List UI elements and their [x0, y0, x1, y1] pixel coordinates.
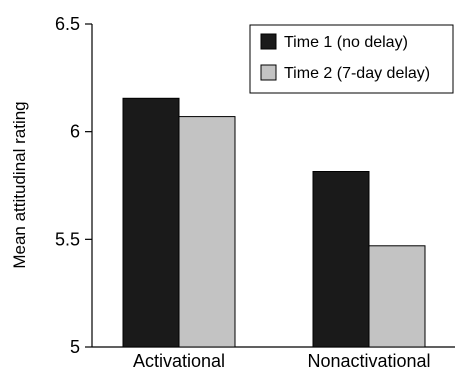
y-tick-label: 6.5 [55, 14, 80, 34]
x-category-label: Activational [133, 351, 225, 371]
x-category-label: Nonactivational [307, 351, 430, 371]
y-tick-label: 6 [70, 122, 80, 142]
y-tick-label: 5.5 [55, 229, 80, 249]
bar-nonactivational-series-2 [368, 245, 426, 348]
bar-nonactivational-series-1 [312, 171, 370, 348]
legend-swatch [260, 64, 277, 81]
y-tick-label: 5 [70, 337, 80, 357]
y-axis: 5 5.5 6 6.5 [55, 14, 93, 357]
bar-activational-series-2 [178, 116, 236, 348]
bar-activational-series-1 [122, 97, 180, 348]
legend-box [249, 24, 454, 94]
legend: Time 1 (no delay) Time 2 (7-day delay) [249, 24, 454, 94]
legend-label: Time 1 (no delay) [284, 34, 408, 51]
y-axis-title: Mean attitudinal rating [10, 101, 29, 268]
legend-swatch [260, 33, 277, 50]
x-axis: Activational Nonactivational [92, 346, 455, 371]
bars [122, 97, 426, 348]
legend-label: Time 2 (7-day delay) [284, 65, 430, 82]
